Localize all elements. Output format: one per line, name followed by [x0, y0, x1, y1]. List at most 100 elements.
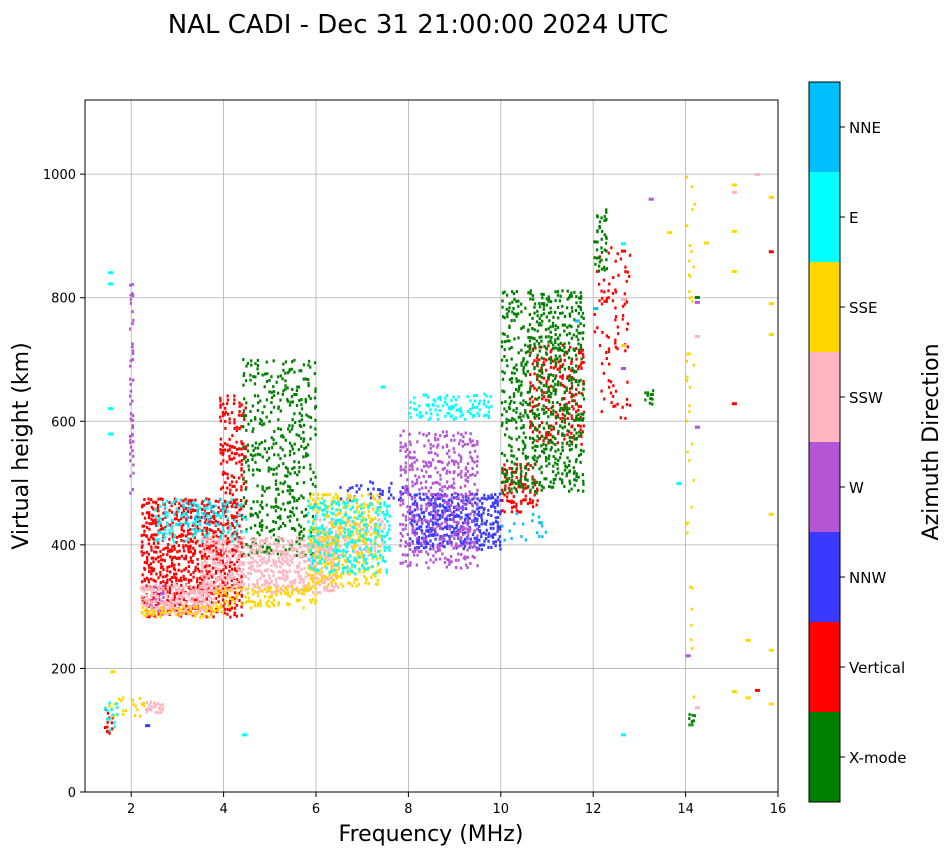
echo-point [515, 388, 518, 392]
echo-point [201, 500, 204, 504]
echo-point [219, 605, 223, 609]
echo-point [147, 578, 150, 582]
echo-point [429, 464, 432, 468]
echo-point [605, 208, 608, 212]
series-sse [108, 175, 774, 718]
echo-point [376, 569, 379, 573]
echo-point [205, 564, 208, 568]
echo-point [521, 451, 525, 455]
echo-point [256, 500, 259, 504]
echo-point [205, 615, 208, 619]
echo-point [199, 581, 202, 585]
echo-point [417, 546, 421, 550]
echo-point [535, 339, 539, 343]
echo-point [369, 541, 372, 545]
echo-point [454, 403, 458, 407]
echo-point [571, 367, 574, 371]
echo-point [475, 519, 479, 523]
echo-point [577, 391, 581, 395]
echo-point [152, 596, 155, 600]
echo-point [540, 339, 543, 343]
echo-point [300, 529, 303, 533]
echo-point [313, 396, 317, 400]
echo-point [332, 561, 336, 565]
echo-point [140, 545, 144, 549]
echo-point [494, 520, 498, 524]
echo-point [304, 559, 308, 563]
echo-point [570, 369, 573, 373]
echo-point [694, 334, 700, 338]
echo-point [305, 514, 308, 518]
echo-point [226, 505, 229, 509]
echo-point [533, 311, 536, 315]
echo-point [233, 530, 236, 534]
echo-point [252, 473, 255, 477]
echo-point [219, 403, 222, 407]
echo-point [238, 524, 241, 528]
echo-point [540, 366, 543, 370]
echo-point [316, 510, 319, 514]
echo-point [418, 515, 421, 519]
echo-point [184, 534, 188, 538]
echo-point [237, 413, 241, 417]
echo-point [277, 603, 280, 607]
echo-point [166, 543, 170, 547]
echo-point [297, 591, 301, 595]
echo-point [399, 492, 403, 496]
echo-point [222, 414, 225, 418]
echo-point [300, 494, 303, 498]
echo-point [439, 460, 442, 464]
echo-point [501, 377, 505, 381]
echo-point [469, 407, 472, 411]
echo-point [483, 392, 486, 396]
echo-point [487, 416, 491, 420]
echo-point [575, 370, 578, 374]
echo-point [213, 586, 216, 590]
echo-point [283, 454, 287, 458]
echo-point [131, 322, 134, 326]
echo-point [542, 361, 545, 365]
echo-point [172, 567, 176, 571]
echo-point [521, 490, 525, 494]
echo-point [265, 589, 269, 593]
echo-point [387, 490, 391, 494]
echo-point [298, 589, 301, 593]
echo-point [362, 511, 366, 515]
echo-point [305, 554, 308, 558]
echo-point [624, 270, 627, 274]
echo-point [333, 557, 336, 561]
echo-point [462, 501, 465, 505]
echo-point [355, 490, 358, 494]
echo-point [571, 405, 574, 409]
echo-point [612, 276, 615, 280]
echo-point [180, 528, 183, 532]
echo-point [233, 611, 236, 615]
echo-point [228, 437, 231, 441]
echo-point [567, 400, 571, 404]
echo-point [232, 548, 236, 552]
echo-point [275, 380, 278, 384]
echo-point [524, 400, 528, 404]
echo-point [416, 520, 419, 524]
echo-point [231, 493, 234, 497]
echo-point [355, 527, 359, 531]
echo-point [346, 489, 350, 493]
echo-point [224, 600, 227, 604]
echo-point [692, 478, 695, 482]
echo-point [507, 486, 511, 490]
echo-point [233, 452, 236, 456]
echo-point [247, 422, 250, 426]
echo-point [446, 486, 449, 490]
echo-point [178, 588, 181, 592]
echo-point [201, 544, 204, 548]
echo-point [430, 498, 433, 502]
echo-point [266, 581, 269, 585]
echo-point [528, 403, 531, 407]
echo-point [272, 602, 275, 606]
echo-point [418, 404, 421, 408]
echo-point [446, 463, 449, 467]
echo-point [358, 487, 361, 491]
echo-point [519, 485, 522, 489]
echo-point [247, 571, 250, 575]
echo-point [142, 503, 146, 507]
